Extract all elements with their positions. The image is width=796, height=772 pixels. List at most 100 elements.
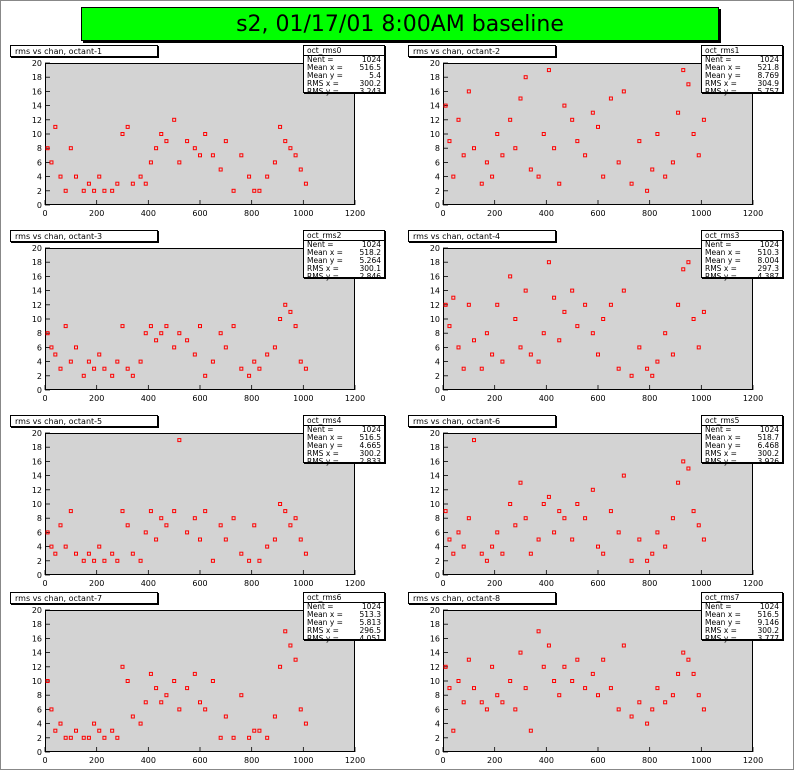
data-point	[283, 629, 288, 634]
y-tick-label: 2	[435, 372, 440, 381]
data-point	[218, 167, 223, 172]
stats-box: oct_rms7 Nent = 1024 Mean x = 516.5 Mean y = 9…	[701, 592, 783, 643]
data-point	[252, 359, 257, 364]
data-point	[231, 735, 236, 740]
data-point	[472, 338, 476, 343]
data-point	[148, 671, 153, 676]
data-point	[508, 117, 513, 122]
x-tick-label: 1000	[293, 756, 313, 765]
plot-title: rms vs chan, octant-1	[10, 45, 158, 57]
data-point	[562, 516, 567, 521]
data-point	[288, 523, 293, 528]
data-point	[508, 679, 513, 683]
data-point	[130, 714, 135, 719]
y-tick-label: 16	[430, 87, 440, 96]
data-point	[110, 373, 115, 378]
data-point	[456, 345, 461, 350]
data-point	[596, 544, 600, 549]
data-point	[102, 188, 107, 193]
data-point	[686, 657, 691, 662]
stats-value: 300.2	[359, 79, 381, 88]
data-point	[523, 75, 528, 80]
x-tick-label: 200	[89, 209, 104, 218]
data-point	[676, 671, 681, 676]
y-tick-label: 6	[37, 158, 42, 167]
data-point	[528, 728, 533, 733]
data-point	[130, 373, 135, 378]
stats-value: 516.5	[359, 433, 381, 442]
stats-box: oct_rms1 Nent = 1024 Mean x = 521.8 Mean y = 8…	[701, 45, 783, 96]
data-point	[223, 537, 228, 542]
data-point	[164, 324, 169, 329]
data-point	[562, 103, 567, 108]
data-point	[63, 735, 68, 740]
data-point	[686, 82, 691, 87]
data-point	[523, 516, 528, 521]
data-point	[541, 502, 546, 506]
x-tick-label: 800	[244, 756, 259, 765]
x-tick-label: 1200	[743, 394, 763, 403]
y-tick-label: 16	[430, 457, 440, 466]
data-point	[45, 331, 50, 336]
data-point	[203, 707, 208, 712]
data-point	[655, 359, 660, 364]
data-point	[154, 686, 159, 691]
stats-label: RMS x =	[307, 626, 339, 635]
stats-rms-x: RMS x = 300.1	[307, 265, 381, 273]
data-point	[49, 160, 54, 165]
data-point	[461, 153, 466, 158]
x-tick-label: 800	[642, 209, 657, 218]
data-point	[552, 679, 557, 683]
data-point	[500, 153, 505, 158]
y-tick-label: 0	[435, 748, 440, 757]
data-point	[528, 551, 533, 556]
data-point	[231, 516, 236, 521]
data-point	[143, 700, 148, 705]
data-point	[513, 146, 518, 151]
data-point	[203, 373, 208, 378]
stats-mean-x: Mean x = 516.5	[307, 64, 381, 72]
data-point	[500, 359, 505, 364]
data-point	[257, 188, 262, 193]
y-tick-label: 12	[32, 116, 42, 125]
y-tick-label: 2	[435, 734, 440, 743]
data-point	[451, 728, 456, 733]
data-point	[637, 345, 642, 350]
plot-svg: 0 200 400 600 800 1000 1200 0 2 4 6 8 10 12 14 16 18 20	[32, 244, 365, 403]
data-point	[68, 146, 73, 151]
y-tick-label: 12	[32, 301, 42, 310]
data-point	[223, 345, 228, 350]
y-tick-label: 6	[435, 343, 440, 352]
data-point	[490, 544, 495, 549]
stats-label: Nent =	[307, 55, 334, 64]
data-point	[102, 735, 107, 740]
data-point	[247, 174, 252, 179]
x-tick-label: 1000	[691, 209, 711, 218]
data-point	[130, 181, 135, 186]
plot-pad-5: 0 200 400 600 800 1000 1200 0 2 4 6 8 10 12 14 16 18 20 rm…	[7, 415, 391, 595]
data-point	[210, 153, 215, 158]
data-point	[466, 657, 471, 662]
data-point	[97, 544, 102, 549]
stats-label: Mean y =	[307, 71, 343, 80]
y-tick-label: 8	[37, 144, 42, 153]
data-point	[663, 174, 668, 179]
data-point	[645, 558, 650, 563]
data-point	[164, 693, 169, 698]
x-tick-label: 600	[590, 394, 605, 403]
stats-value: 1024	[759, 55, 779, 64]
x-tick-label: 200	[487, 756, 502, 765]
data-point	[637, 700, 642, 705]
data-point	[257, 366, 262, 371]
stats-label: Mean y =	[705, 71, 741, 80]
data-point	[696, 345, 701, 350]
data-point	[288, 643, 293, 648]
data-point	[159, 516, 164, 521]
data-point	[74, 551, 78, 556]
data-point	[192, 146, 197, 151]
stats-value: 9.146	[757, 618, 779, 627]
x-tick-label: 200	[487, 394, 502, 403]
data-point	[177, 707, 182, 712]
data-point	[621, 473, 626, 478]
y-tick-label: 20	[32, 59, 42, 68]
